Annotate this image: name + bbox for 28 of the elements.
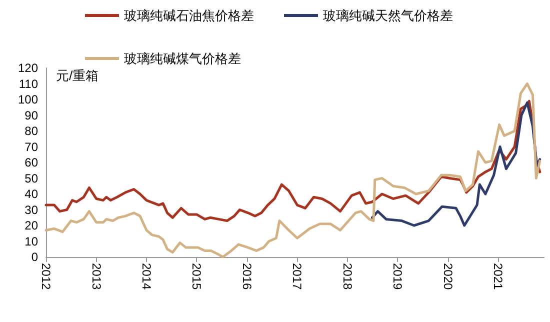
y-tick-label: 10 bbox=[24, 234, 38, 248]
legend-label: 玻璃纯碱天然气价格差 bbox=[323, 8, 453, 23]
y-tick-label: 50 bbox=[24, 171, 38, 186]
x-tick-label: 2016 bbox=[240, 263, 254, 290]
x-tick-label: 2018 bbox=[340, 263, 354, 290]
legend-label: 玻璃纯碱煤气价格差 bbox=[124, 51, 241, 66]
x-tick-label: 2015 bbox=[190, 263, 204, 290]
y-tick-label: 60 bbox=[24, 156, 38, 170]
x-tick-label: 2014 bbox=[140, 263, 154, 290]
y-tick-label: 100 bbox=[18, 92, 38, 106]
y-tick-label: 80 bbox=[24, 124, 38, 138]
x-tick-label: 2017 bbox=[290, 263, 304, 290]
y-tick-label: 0 bbox=[31, 250, 38, 264]
y-tick-label: 20 bbox=[24, 218, 38, 232]
x-tick-label: 2020 bbox=[440, 263, 455, 290]
y-tick-label: 40 bbox=[24, 187, 38, 201]
y-tick-label: 110 bbox=[18, 76, 38, 91]
y-tick-label: 30 bbox=[24, 202, 38, 217]
y-tick-label: 90 bbox=[24, 108, 38, 122]
y-tick-label: 70 bbox=[24, 140, 38, 154]
x-tick-label: 2013 bbox=[89, 263, 104, 290]
legend-label: 玻璃纯碱石油焦价格差 bbox=[124, 8, 254, 23]
y-tick-label: 120 bbox=[18, 61, 38, 75]
x-tick-label: 2012 bbox=[39, 263, 53, 290]
line-series bbox=[44, 82, 542, 258]
x-tick-label: 2019 bbox=[390, 263, 405, 290]
x-tick-label: 2021 bbox=[491, 263, 506, 290]
y-axis-title: 元/重箱 bbox=[56, 68, 99, 83]
